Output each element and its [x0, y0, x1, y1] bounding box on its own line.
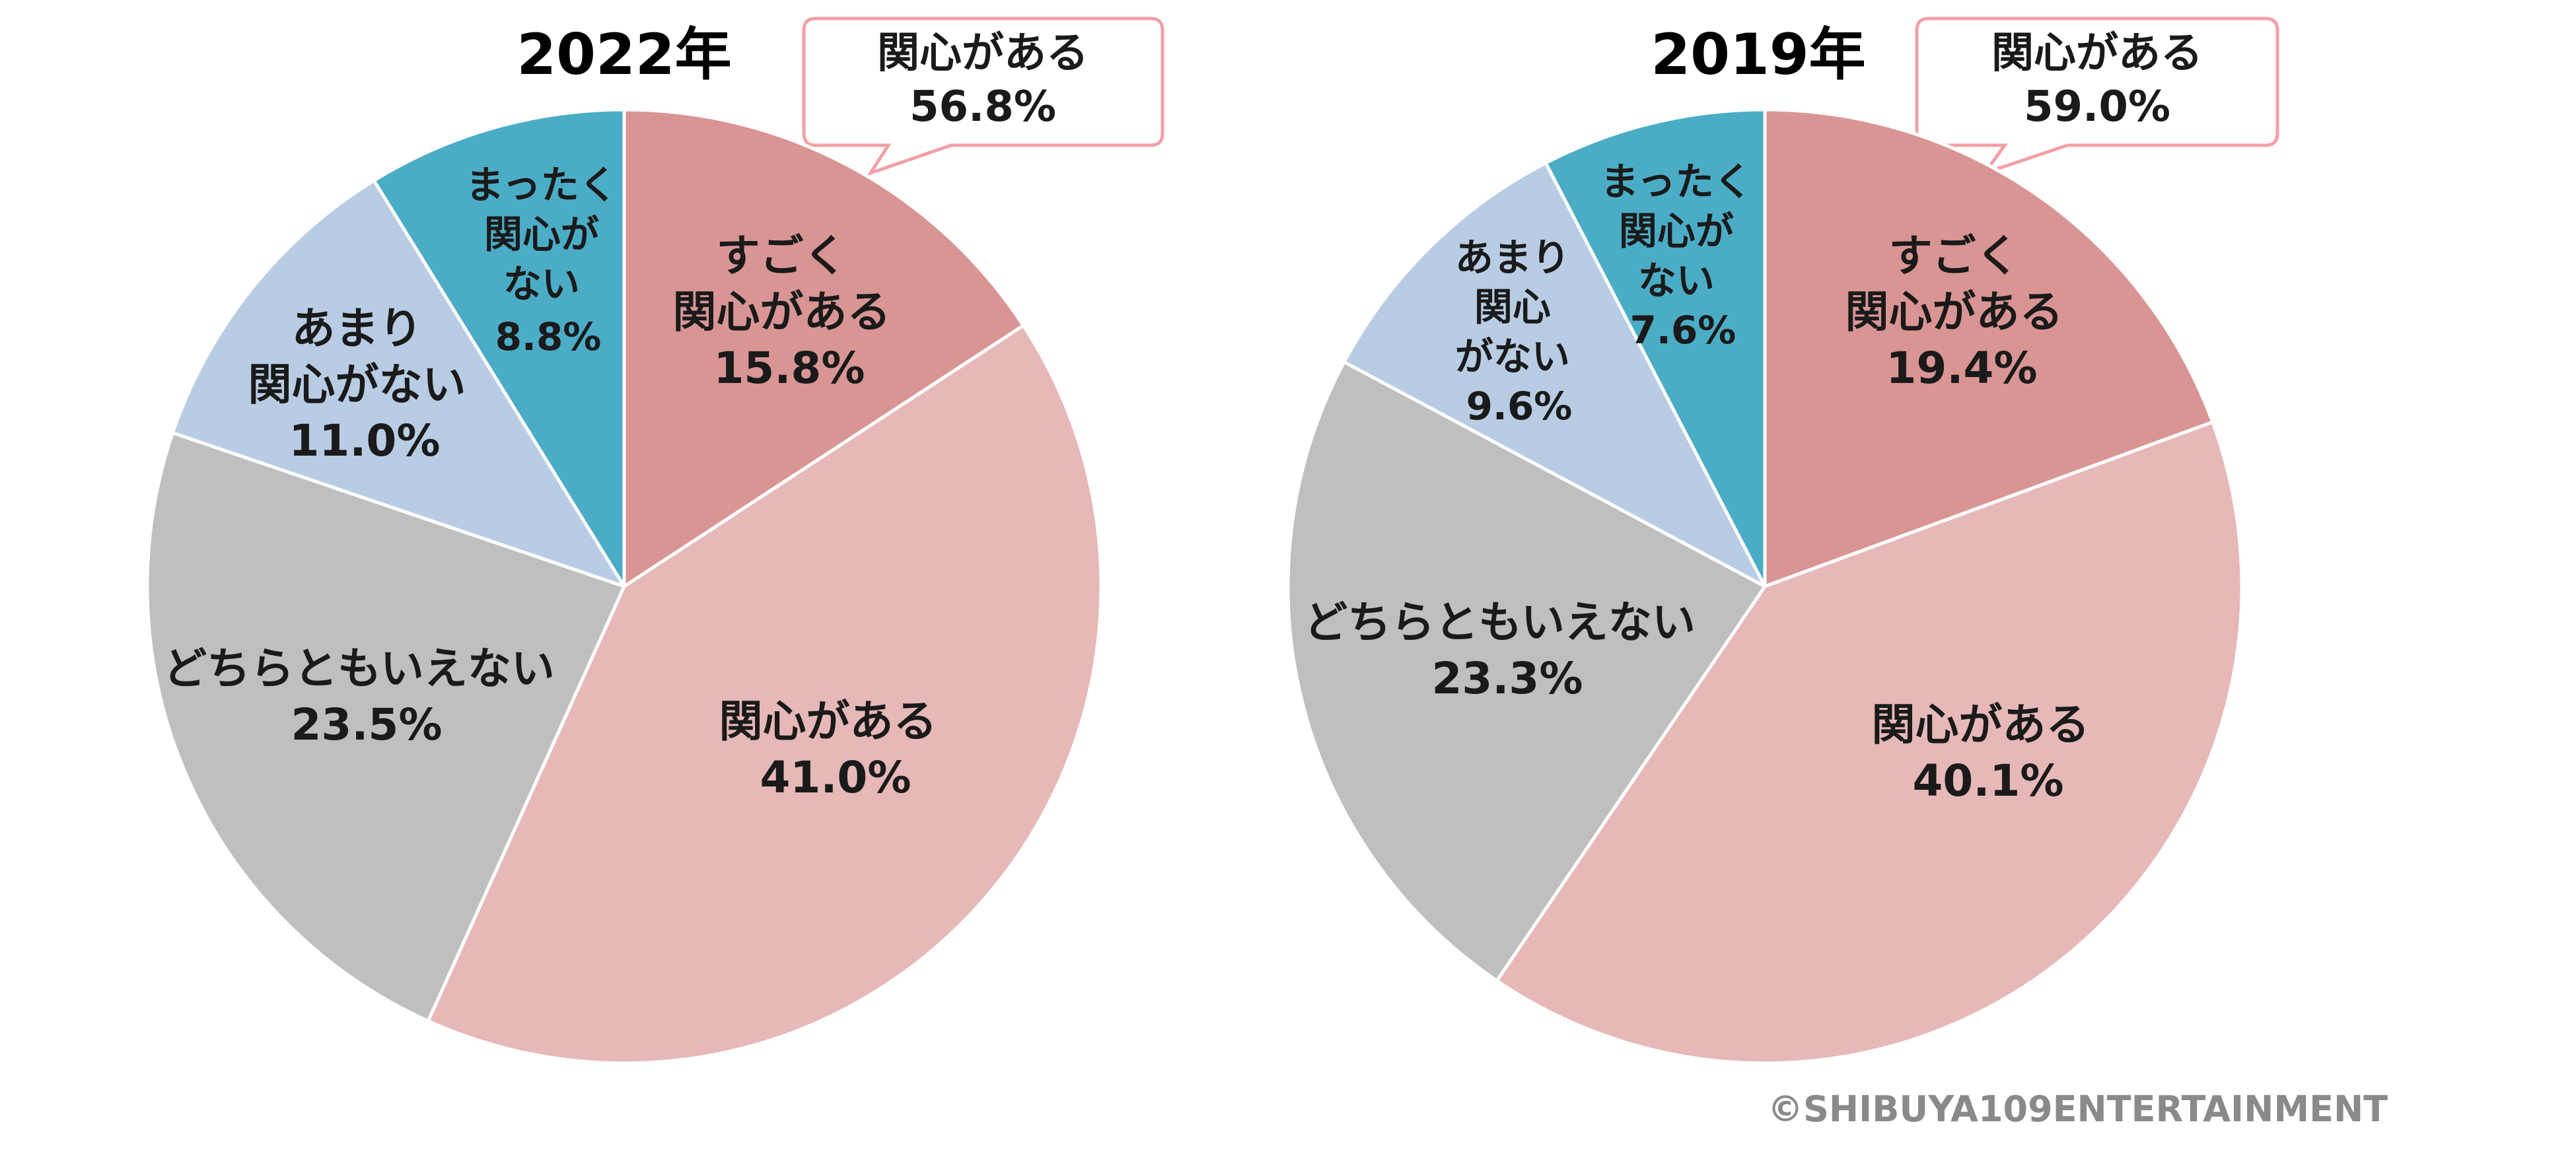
copyright-credit: ©SHIBUYA109ENTERTAINMENT — [1768, 1088, 2388, 1130]
slice-label: 関心がある 40.1% — [1872, 699, 2105, 806]
pie-slice-very — [1763, 108, 2215, 588]
chart-title: 2019年 — [1651, 22, 1865, 88]
slice-label: まったく 関心が ない 8.8% — [466, 162, 631, 359]
callout-label: 関心がある — [877, 29, 1089, 78]
callout-label: 関心がある — [1991, 29, 2203, 78]
pie-slice-none — [1544, 108, 1767, 588]
pie-slice-very — [622, 108, 1025, 588]
slice-label: どちらともいえない 23.3% — [1304, 597, 1711, 704]
callout-box — [1915, 17, 2279, 176]
pie-2022: 2022年 関心がある 56.8% すごく 関心がある 15.8% 関心がある … — [145, 17, 1164, 1065]
callout-value: 56.8% — [910, 83, 1056, 131]
pie-slice-neutral — [145, 431, 626, 1023]
pie-slice-some — [1495, 420, 2244, 1065]
chart-title: 2022年 — [517, 22, 731, 88]
pie-slice-not_much — [170, 178, 626, 588]
pie-slice-not_much — [1342, 161, 1767, 588]
pie-slices — [145, 108, 1103, 1065]
pie-slice-none — [372, 108, 626, 588]
slice-label: すごく 関心がある 15.8% — [673, 230, 906, 394]
slice-label: まったく 関心が ない 7.6% — [1600, 159, 1766, 353]
slice-label: あまり 関心がない 11.0% — [248, 303, 482, 466]
slice-label: 関心がある 41.0% — [719, 696, 952, 803]
slice-label: あまり 関心 がない 9.6% — [1455, 235, 1583, 429]
callout-value: 59.0% — [2024, 83, 2170, 131]
callout-box — [802, 17, 1164, 176]
pie-2019: 2019年 関心がある 59.0% すごく 関心がある 19.4% 関心がある … — [1286, 17, 2279, 1065]
pie-slice-neutral — [1286, 360, 1767, 983]
callout-2022: 関心がある 56.8% — [802, 17, 1164, 176]
slice-label: どちらともいえない 23.5% — [163, 643, 570, 750]
slice-label: すごく 関心がある 19.4% — [1845, 230, 2079, 394]
pie-slices — [1286, 108, 2244, 1065]
callout-2019: 関心がある 59.0% — [1915, 17, 2279, 176]
pie-slice-some — [426, 324, 1103, 1065]
